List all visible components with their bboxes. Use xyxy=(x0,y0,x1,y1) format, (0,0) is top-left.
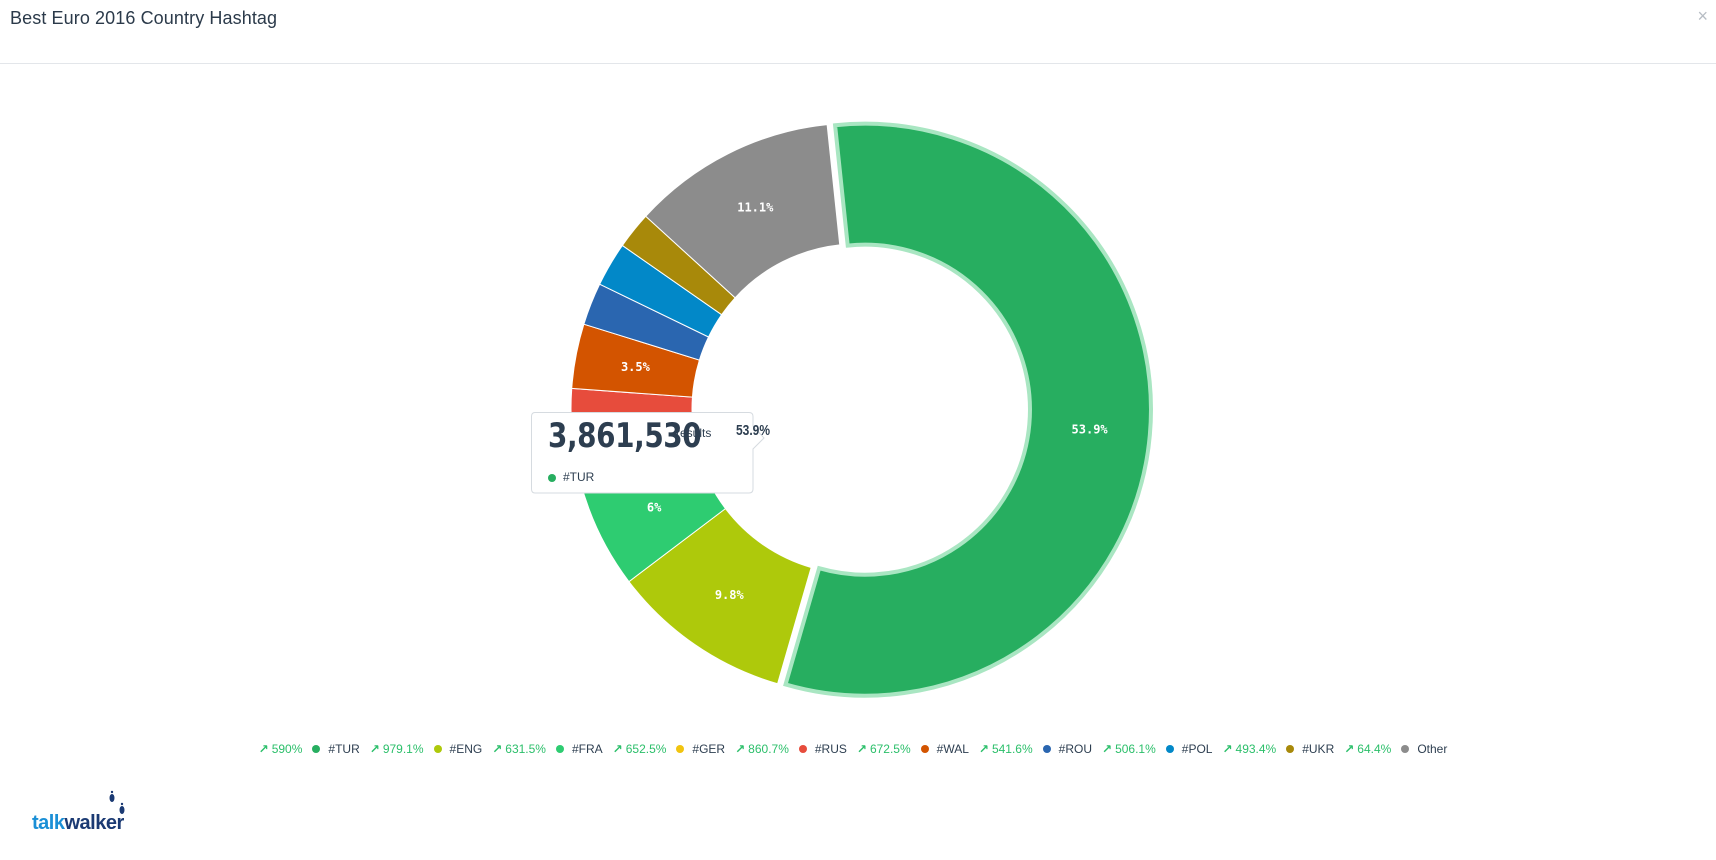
legend-item-rou[interactable]: #ROU xyxy=(1042,742,1092,756)
legend-label: #TUR xyxy=(328,742,360,756)
footprints-icon xyxy=(109,790,125,814)
legend-item-wal[interactable]: #WAL xyxy=(920,742,969,756)
talkwalker-logo: talkwalker xyxy=(32,790,142,840)
legend-trend-value: 541.6% xyxy=(991,742,1033,756)
legend-trend: ↗ 860.7% xyxy=(735,742,789,756)
legend-dot xyxy=(1401,745,1410,753)
trend-up-icon: ↗ xyxy=(258,742,269,756)
tooltip-box xyxy=(531,412,765,494)
donut-chart: 53.9%9.8%6%4.1%3.5%11.1% xyxy=(570,121,1153,698)
legend-item-rus[interactable]: #RUS xyxy=(798,742,847,756)
slice-label-other: 11.1% xyxy=(737,201,774,215)
legend-dot xyxy=(312,745,321,753)
legend-trend: ↗ 652.5% xyxy=(613,742,667,756)
legend-label: Other xyxy=(1417,742,1448,756)
tooltip-value: 3,861,530 xyxy=(548,416,702,456)
legend-label: #ROU xyxy=(1058,742,1092,756)
legend-label: #FRA xyxy=(571,742,603,756)
legend-item-eng[interactable]: #ENG xyxy=(433,742,483,756)
legend-item-tur[interactable]: #TUR xyxy=(312,742,360,756)
legend-trend: ↗ 979.1% xyxy=(370,742,424,756)
legend-dot xyxy=(555,745,564,753)
legend-item-ukr[interactable]: #UKR xyxy=(1286,742,1334,756)
legend-label: #POL xyxy=(1181,742,1213,756)
tooltip-unit: results xyxy=(676,426,712,440)
logo-text: talkwalker xyxy=(32,812,124,834)
legend-trend-value: 672.5% xyxy=(869,742,911,756)
legend-trend: ↗ 506.1% xyxy=(1102,742,1156,756)
legend-item-fra[interactable]: #FRA xyxy=(555,742,603,756)
legend-label: #UKR xyxy=(1302,742,1335,756)
chart-title: Best Euro 2016 Country Hashtag xyxy=(10,8,278,28)
legend-label: #WAL xyxy=(936,742,969,756)
legend-trend: ↗ 541.6% xyxy=(979,742,1033,756)
legend-trend: ↗ 672.5% xyxy=(857,742,911,756)
trend-up-icon: ↗ xyxy=(978,742,989,756)
trend-up-icon: ↗ xyxy=(856,742,867,756)
legend-dot xyxy=(1042,745,1051,753)
legend-item-other[interactable]: Other xyxy=(1401,742,1447,756)
legend-label: #ENG xyxy=(449,742,483,756)
legend-dot xyxy=(1286,745,1295,753)
legend-trend-value: 860.7% xyxy=(748,742,789,756)
slice-label-eng: 9.8% xyxy=(715,588,745,602)
legend-trend-value: 64.4% xyxy=(1357,742,1392,756)
trend-up-icon: ↗ xyxy=(1222,742,1233,756)
legend-trend-value: 506.1% xyxy=(1115,742,1156,756)
legend-trend: ↗ 493.4% xyxy=(1222,742,1276,756)
legend-trend: ↗ 631.5% xyxy=(492,742,546,756)
legend-trend-value: 493.4% xyxy=(1235,742,1277,756)
legend-overall-trend: ↗ 590% xyxy=(258,742,303,756)
trend-up-icon: ↗ xyxy=(492,742,503,756)
legend-label: #RUS xyxy=(814,742,847,756)
legend-item-ger[interactable]: #GER xyxy=(676,742,725,756)
tooltip-series-dot xyxy=(548,474,556,482)
chart-tooltip: 3,861,530 results 53.9% #TUR xyxy=(531,412,771,494)
slice-label-wal: 3.5% xyxy=(621,360,651,374)
close-icon[interactable]: × xyxy=(1697,6,1708,26)
legend-label: #GER xyxy=(692,742,726,756)
trend-up-icon: ↗ xyxy=(612,742,623,756)
modal-header: Best Euro 2016 Country Hashtag × xyxy=(0,0,1716,64)
chart-legend: ↗ 590% #TUR ↗ 979.1% #ENG ↗ 631.5% #FRA ↗ 652.5%… xyxy=(0,739,1716,759)
legend-item-pol[interactable]: #POL xyxy=(1165,742,1213,756)
tooltip-percent: 53.9% xyxy=(736,422,771,439)
legend-dot xyxy=(798,745,807,753)
slice-other[interactable] xyxy=(645,124,841,299)
trend-up-icon: ↗ xyxy=(735,742,746,756)
legend-trend-value: 652.5% xyxy=(625,742,667,756)
trend-up-icon: ↗ xyxy=(369,742,380,756)
slice-label-tur: 53.9% xyxy=(1072,423,1109,437)
slice-tur[interactable] xyxy=(783,121,1153,698)
legend-trend-value: 979.1% xyxy=(382,742,424,756)
legend-dot xyxy=(920,745,929,753)
legend-dot xyxy=(676,745,685,753)
legend-trend-value: 631.5% xyxy=(505,742,546,756)
slice-label-fra: 6% xyxy=(647,500,662,514)
legend-trend: ↗ 64.4% xyxy=(1344,742,1391,756)
tooltip-series-name: #TUR xyxy=(563,470,595,484)
trend-up-icon: ↗ xyxy=(1102,742,1113,756)
legend-dot xyxy=(1165,745,1174,753)
trend-up-icon: ↗ xyxy=(1344,742,1355,756)
legend-dot xyxy=(433,745,442,753)
